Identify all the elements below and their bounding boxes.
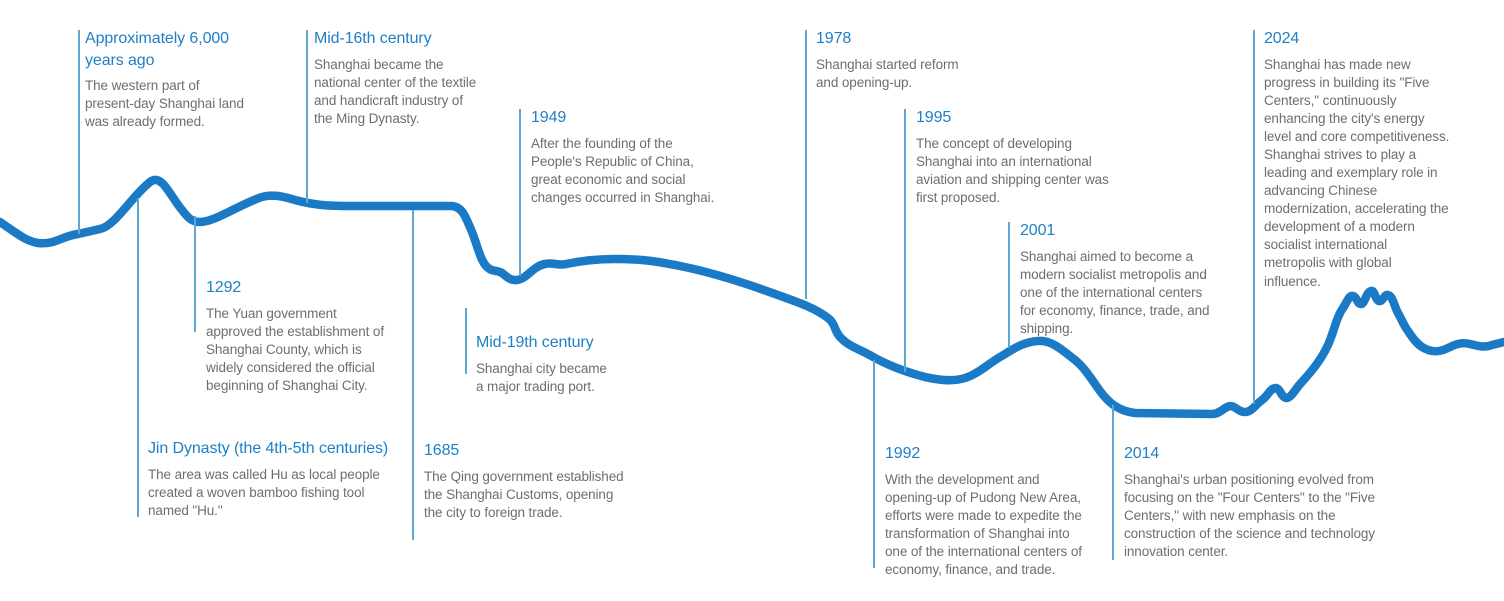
timeline-event-1685: 1685 The Qing government established the… xyxy=(424,440,624,522)
event-title: 1995 xyxy=(916,109,952,126)
timeline-connector-approx-6000-years-ago xyxy=(78,30,80,234)
event-title: 1292 xyxy=(206,279,242,296)
event-description: After the founding of the People's Repub… xyxy=(531,135,715,205)
event-description: Shanghai's urban positioning evolved fro… xyxy=(1124,471,1375,559)
event-title: Jin Dynasty (the 4th-5th centuries) xyxy=(148,440,389,457)
timeline-event-mid-16th-century: Mid-16th century Shanghai became the nat… xyxy=(314,28,476,128)
event-description: Shanghai became the national center of t… xyxy=(314,56,477,126)
event-description: The Yuan government approved the establi… xyxy=(206,305,384,393)
timeline-event-2001: 2001 Shanghai aimed to become a modern s… xyxy=(1020,220,1210,338)
timeline-connector-1978 xyxy=(805,30,807,299)
event-title: 1685 xyxy=(424,442,460,459)
event-description: The concept of developing Shanghai into … xyxy=(916,135,1109,205)
timeline-event-1995: 1995 The concept of developing Shanghai … xyxy=(916,107,1109,207)
timeline-connector-1992 xyxy=(873,360,875,568)
timeline-event-1992: 1992 With the development and opening-up… xyxy=(885,443,1082,579)
river-path xyxy=(0,175,1504,419)
event-title: 1978 xyxy=(816,30,852,47)
event-title: Approximately 6,000 years ago xyxy=(85,30,229,69)
timeline-event-1949: 1949 After the founding of the People's … xyxy=(531,107,714,207)
timeline-connector-1949 xyxy=(519,109,521,276)
event-description: The area was called Hu as local people c… xyxy=(148,466,380,518)
event-title: 2001 xyxy=(1020,222,1056,239)
event-description: With the development and opening-up of P… xyxy=(885,471,1082,577)
event-description: Shanghai has made new progress in buildi… xyxy=(1264,56,1450,289)
event-description: The western part of present-day Shanghai… xyxy=(85,78,244,130)
timeline-connector-jin-dynasty xyxy=(137,198,139,517)
timeline-event-1978: 1978 Shanghai started reform and opening… xyxy=(816,28,959,92)
event-title: 2014 xyxy=(1124,445,1160,462)
event-title: Mid-16th century xyxy=(314,30,432,47)
timeline-event-2024: 2024 Shanghai has made new progress in b… xyxy=(1264,28,1449,291)
timeline-connector-2024 xyxy=(1253,30,1255,404)
timeline-connector-2001 xyxy=(1008,222,1010,348)
event-title: 1949 xyxy=(531,109,567,126)
timeline-event-mid-19th-century: Mid-19th century Shanghai city became a … xyxy=(476,332,607,396)
event-description: Shanghai started reform and opening-up. xyxy=(816,56,959,90)
timeline-event-1292: 1292 The Yuan government approved the es… xyxy=(206,277,384,395)
timeline-connector-1995 xyxy=(904,109,906,372)
event-title: 2024 xyxy=(1264,30,1300,47)
timeline-event-approx-6000-years-ago: Approximately 6,000 years ago The wester… xyxy=(85,28,244,131)
timeline-connector-1292 xyxy=(194,216,196,332)
timeline-connector-1685 xyxy=(412,210,414,540)
event-description: Shanghai aimed to become a modern social… xyxy=(1020,248,1210,336)
timeline-connector-mid-16th-century xyxy=(306,30,308,203)
timeline-event-2014: 2014 Shanghai's urban positioning evolve… xyxy=(1124,443,1375,561)
event-title: Mid-19th century xyxy=(476,334,594,351)
timeline-event-jin-dynasty: Jin Dynasty (the 4th-5th centuries) The … xyxy=(148,438,388,520)
event-description: Shanghai city became a major trading por… xyxy=(476,360,607,394)
timeline-connector-mid-19th-century xyxy=(465,308,467,374)
event-description: The Qing government established the Shan… xyxy=(424,468,624,520)
event-title: 1992 xyxy=(885,445,921,462)
timeline-connector-2014 xyxy=(1112,405,1114,560)
